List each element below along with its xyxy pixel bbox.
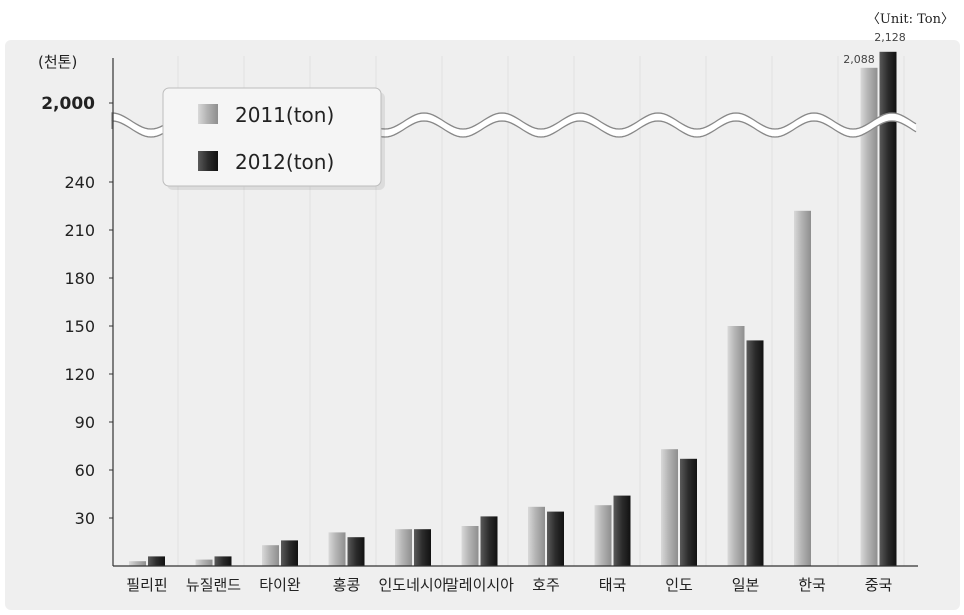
x-tick-label: 뉴질랜드 bbox=[186, 576, 241, 594]
bar bbox=[262, 545, 279, 566]
bar bbox=[594, 505, 612, 566]
y-tick-label: 210 bbox=[64, 221, 95, 240]
axes-group bbox=[109, 58, 918, 567]
unit-note: 〈Unit: Ton〉 bbox=[866, 12, 954, 27]
x-tick-label: 인도 bbox=[665, 576, 693, 594]
bar bbox=[328, 532, 346, 566]
bar bbox=[480, 516, 498, 566]
y-tick-label: 30 bbox=[75, 509, 95, 528]
data-label: 2,088 bbox=[843, 53, 875, 66]
data-label: 2,128 bbox=[874, 31, 906, 44]
y-tick-label: 90 bbox=[75, 413, 95, 432]
y-tick-label: 150 bbox=[64, 317, 95, 336]
legend-label: 2012(ton) bbox=[235, 150, 334, 174]
bar bbox=[214, 556, 232, 566]
vertical-gridlines bbox=[177, 56, 905, 566]
bar bbox=[794, 210, 811, 567]
x-tick-label: 태국 bbox=[599, 576, 627, 594]
bar bbox=[148, 556, 165, 566]
bar bbox=[661, 449, 678, 566]
bar bbox=[195, 559, 213, 566]
bar bbox=[395, 529, 412, 566]
y-tick-label: 240 bbox=[64, 173, 95, 192]
bar bbox=[680, 458, 697, 566]
bar bbox=[414, 529, 431, 566]
bar bbox=[461, 526, 479, 566]
legend-swatch bbox=[198, 104, 218, 124]
x-tick-label: 호주 bbox=[532, 576, 560, 594]
x-tick-label: 일본 bbox=[732, 576, 760, 594]
bar bbox=[860, 67, 878, 567]
y-tick-label: 60 bbox=[75, 461, 95, 480]
legend-label: 2011(ton) bbox=[235, 103, 334, 127]
bar bbox=[746, 340, 764, 566]
x-tick-label: 타이완 bbox=[259, 576, 301, 594]
y-axis-unit-label: (천톤) bbox=[38, 53, 77, 71]
bar bbox=[547, 511, 564, 566]
bar bbox=[129, 561, 146, 566]
bar bbox=[347, 537, 365, 566]
x-tick-label: 홍콩 bbox=[333, 576, 361, 594]
bar bbox=[613, 495, 631, 566]
bars-group bbox=[129, 51, 897, 567]
y-tick-label: 120 bbox=[64, 365, 95, 384]
y-tick-label: 2,000 bbox=[41, 94, 95, 114]
x-tick-label: 한국 bbox=[798, 576, 826, 594]
bar bbox=[727, 326, 745, 566]
bar bbox=[528, 506, 545, 566]
legend: 2011(ton) 2012(ton) bbox=[162, 87, 385, 190]
y-tick-label: 180 bbox=[64, 269, 95, 288]
x-tick-label: 인도네시아 bbox=[378, 576, 447, 594]
bar bbox=[879, 51, 897, 567]
x-tick-label: 필리핀 bbox=[126, 576, 167, 594]
x-tick-label: 중국 bbox=[865, 576, 893, 594]
legend-swatch bbox=[198, 151, 218, 171]
bar bbox=[281, 540, 298, 566]
x-tick-label: 말레이시아 bbox=[445, 576, 514, 594]
